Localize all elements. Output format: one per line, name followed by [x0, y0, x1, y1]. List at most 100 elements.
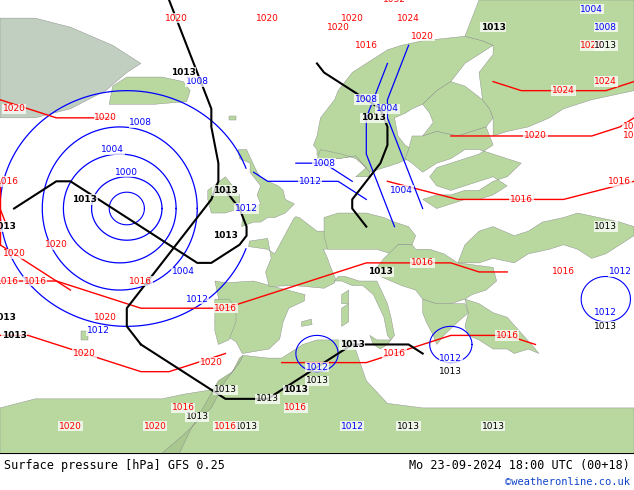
Polygon shape: [162, 355, 243, 490]
Polygon shape: [0, 18, 141, 118]
Text: 1013: 1013: [594, 222, 618, 231]
Text: 1020: 1020: [94, 313, 117, 322]
Text: 1016: 1016: [129, 276, 152, 286]
Text: 1012: 1012: [609, 268, 631, 276]
Text: 1012: 1012: [235, 204, 258, 213]
Polygon shape: [0, 340, 634, 453]
Text: 1013: 1013: [256, 394, 279, 403]
Text: 1012: 1012: [306, 363, 328, 371]
Text: 1013: 1013: [235, 421, 258, 431]
Text: 1032: 1032: [383, 0, 406, 4]
Text: 1004: 1004: [580, 4, 603, 14]
Polygon shape: [208, 177, 240, 213]
Text: 1016: 1016: [552, 268, 575, 276]
Text: 1012: 1012: [299, 177, 321, 186]
Text: ©weatheronline.co.uk: ©weatheronline.co.uk: [505, 477, 630, 487]
Polygon shape: [405, 127, 521, 209]
Text: 1020: 1020: [524, 131, 547, 141]
Text: 1016: 1016: [496, 331, 519, 340]
Text: 1016: 1016: [383, 349, 406, 358]
Text: 1013: 1013: [340, 340, 365, 349]
Text: 1004: 1004: [390, 186, 413, 195]
Text: 1012: 1012: [341, 421, 364, 431]
Text: 1020: 1020: [165, 14, 188, 23]
Text: 1020: 1020: [623, 122, 634, 131]
Polygon shape: [229, 116, 236, 120]
Text: 1013: 1013: [397, 421, 420, 431]
Text: 1013: 1013: [2, 331, 27, 340]
Text: 1013: 1013: [482, 421, 505, 431]
Polygon shape: [342, 304, 349, 326]
Text: 1013: 1013: [368, 268, 393, 276]
Text: 1016: 1016: [285, 403, 307, 413]
Text: 1013: 1013: [283, 385, 308, 394]
Text: 1013: 1013: [439, 367, 462, 376]
Text: 1008: 1008: [594, 23, 618, 32]
Text: 1016: 1016: [355, 41, 378, 50]
Polygon shape: [370, 335, 391, 349]
Polygon shape: [215, 299, 236, 344]
Polygon shape: [335, 276, 394, 340]
Text: 1013: 1013: [481, 23, 505, 32]
Text: 1013: 1013: [213, 231, 238, 240]
Text: 1016: 1016: [411, 258, 434, 268]
Text: 1016: 1016: [214, 304, 237, 313]
Text: 1024: 1024: [595, 77, 617, 86]
Text: 1013: 1013: [186, 413, 209, 421]
Polygon shape: [81, 331, 88, 340]
Text: 1013: 1013: [594, 322, 618, 331]
Polygon shape: [109, 77, 190, 104]
Text: 1000: 1000: [115, 168, 138, 177]
Text: 1008: 1008: [313, 159, 335, 168]
Text: 1020: 1020: [411, 32, 434, 41]
Polygon shape: [215, 281, 305, 354]
Text: 1013: 1013: [0, 313, 16, 322]
Polygon shape: [317, 149, 370, 177]
Text: 1013: 1013: [594, 41, 618, 50]
Text: 1020: 1020: [327, 23, 349, 32]
Text: 1013: 1013: [171, 68, 196, 77]
Text: 1020: 1020: [73, 349, 96, 358]
Text: 1012: 1012: [87, 326, 110, 335]
Text: 1008: 1008: [355, 95, 378, 104]
Text: 1024: 1024: [552, 86, 575, 95]
Text: 1013: 1013: [214, 385, 237, 394]
Text: 1008: 1008: [129, 118, 152, 127]
Text: 1016: 1016: [172, 403, 195, 413]
Text: 1020: 1020: [580, 41, 603, 50]
Text: 1020: 1020: [623, 131, 634, 141]
Text: 1004: 1004: [101, 145, 124, 154]
Text: 1020: 1020: [45, 240, 68, 249]
Text: 1013: 1013: [306, 376, 328, 385]
Polygon shape: [458, 213, 634, 263]
Text: 1012: 1012: [595, 308, 618, 317]
Polygon shape: [324, 213, 416, 254]
Text: 1020: 1020: [3, 104, 25, 113]
Text: 1012: 1012: [439, 354, 462, 363]
Text: 1016: 1016: [510, 195, 533, 204]
Polygon shape: [313, 36, 493, 172]
Text: Mo 23-09-2024 18:00 UTC (00+18): Mo 23-09-2024 18:00 UTC (00+18): [409, 459, 630, 472]
Text: 1020: 1020: [200, 358, 223, 367]
Text: 1020: 1020: [143, 421, 166, 431]
Polygon shape: [423, 82, 493, 136]
Polygon shape: [423, 299, 469, 344]
Text: 1004: 1004: [376, 104, 399, 113]
Text: 1016: 1016: [214, 421, 237, 431]
Text: 1020: 1020: [256, 14, 279, 23]
Text: 1016: 1016: [0, 276, 18, 286]
Text: 1020: 1020: [94, 113, 117, 122]
Text: 1012: 1012: [186, 294, 209, 304]
Polygon shape: [238, 149, 294, 226]
Text: 1008: 1008: [186, 77, 209, 86]
Polygon shape: [249, 217, 338, 288]
Text: 1013: 1013: [361, 113, 386, 122]
Text: 1013: 1013: [72, 195, 97, 204]
Text: 1016: 1016: [23, 276, 47, 286]
Polygon shape: [377, 245, 496, 304]
Text: 1004: 1004: [172, 268, 195, 276]
Polygon shape: [342, 290, 349, 304]
Text: 1013: 1013: [213, 186, 238, 195]
Polygon shape: [465, 299, 539, 354]
Text: 1020: 1020: [59, 421, 82, 431]
